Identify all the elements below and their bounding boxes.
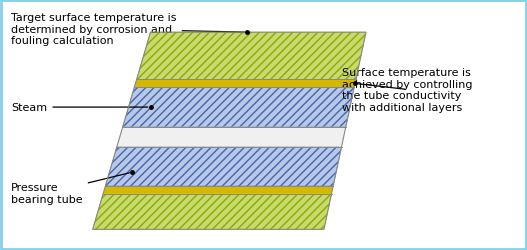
Text: Target surface temperature is
determined by corrosion and
fouling calculation: Target surface temperature is determined… bbox=[11, 13, 245, 46]
Polygon shape bbox=[136, 33, 366, 80]
Polygon shape bbox=[117, 127, 346, 147]
Polygon shape bbox=[105, 147, 341, 186]
Polygon shape bbox=[134, 80, 356, 88]
Polygon shape bbox=[93, 194, 331, 230]
Text: Pressure
bearing tube: Pressure bearing tube bbox=[11, 173, 130, 204]
Polygon shape bbox=[123, 88, 354, 127]
Polygon shape bbox=[103, 186, 333, 194]
Text: Surface temperature is
achieved by controlling
the tube conductivity
with additi: Surface temperature is achieved by contr… bbox=[343, 68, 473, 112]
Text: Steam: Steam bbox=[11, 103, 148, 113]
